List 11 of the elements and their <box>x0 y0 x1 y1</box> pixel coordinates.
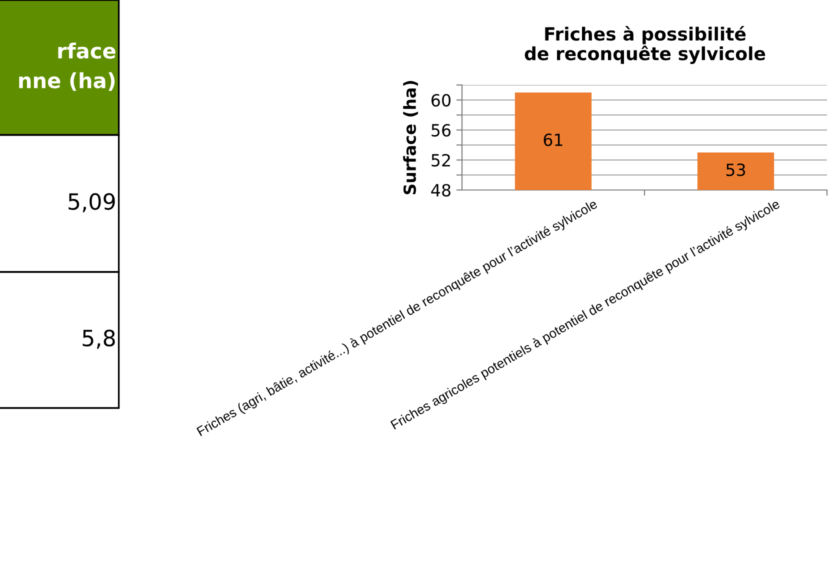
y-tick-label: 52 <box>432 154 450 167</box>
y-axis-title: Surface (ha) <box>403 80 418 194</box>
y-tick-label: 60 <box>432 94 450 107</box>
data-label: 53 <box>726 163 746 176</box>
text: 5,09 <box>68 193 115 212</box>
chart-title: Friches à possibilité de reconquête sylvicole <box>524 26 766 64</box>
text: 5,8 <box>82 330 115 349</box>
y-tick-label: 56 <box>432 124 451 137</box>
text: rface nne (ha) <box>19 42 116 91</box>
y-tick-label: 48 <box>431 184 450 197</box>
data-label: 61 <box>544 133 562 146</box>
